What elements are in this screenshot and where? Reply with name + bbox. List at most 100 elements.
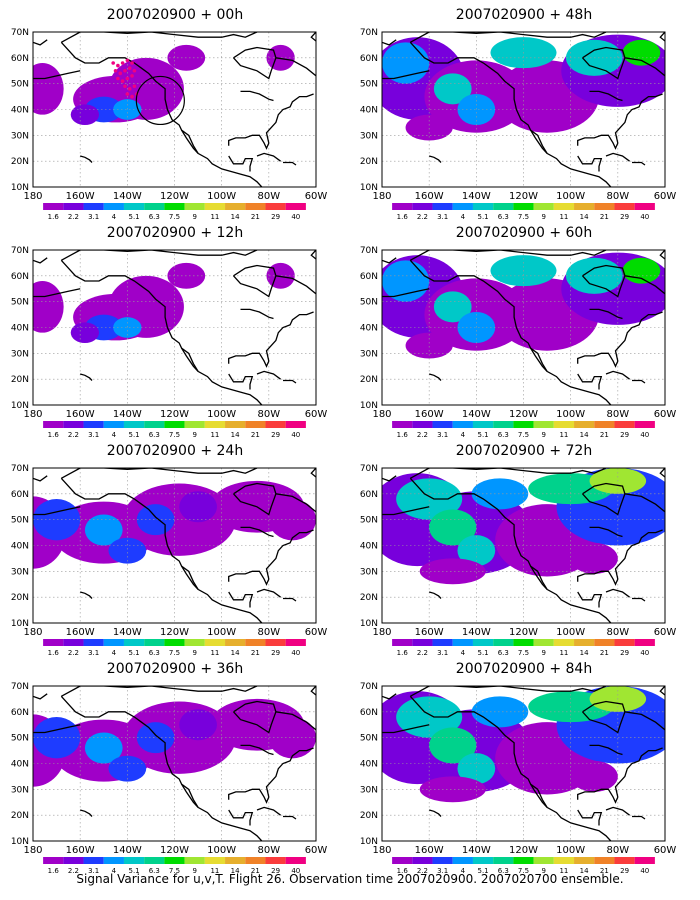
lat-tick-label: 50N — [11, 298, 29, 308]
colorbar-swatch — [144, 639, 165, 646]
lat-tick-label: 70N — [11, 464, 29, 474]
coastline-path — [228, 93, 314, 150]
colorbar-label: 11 — [559, 431, 568, 439]
coastline-path — [582, 264, 626, 298]
colorbar-swatch — [204, 857, 226, 864]
coastlines — [33, 250, 316, 405]
colorbar-label: 9 — [541, 431, 545, 439]
lon-tick-label: 160W — [66, 627, 95, 638]
colorbar-swatch — [123, 639, 145, 646]
lon-tick-label: 120W — [509, 409, 538, 420]
panel-title: 2007020900 + 72h — [455, 443, 593, 459]
lon-tick-label: 180 — [23, 191, 42, 202]
coastline-path — [409, 32, 607, 43]
colorbar-label: 29 — [271, 213, 280, 221]
lat-tick-label: 70N — [11, 246, 29, 256]
coastline-path — [181, 565, 199, 590]
coastline-path — [530, 565, 548, 590]
observation-dot — [125, 58, 130, 63]
lat-tick-label: 50N — [11, 516, 29, 526]
colorbar-label: 3.1 — [437, 431, 448, 439]
lat-tick-label: 30N — [11, 785, 29, 795]
colorbar-swatch — [83, 857, 104, 864]
variance-blob — [268, 499, 316, 541]
colorbar-swatch — [432, 421, 453, 428]
map-grid — [33, 686, 316, 841]
lon-tick-label: 140W — [462, 627, 491, 638]
colorbar-label: 6.3 — [498, 213, 509, 221]
colorbar-label: 3.1 — [437, 213, 448, 221]
lat-tick-label: 20N — [360, 375, 378, 385]
colorbar-swatch — [63, 203, 84, 210]
coastline-path — [275, 275, 316, 295]
observation-dot — [118, 71, 123, 76]
lon-tick-label: 140W — [113, 627, 142, 638]
lat-tick-label: 60N — [11, 490, 29, 500]
variance-blob — [396, 478, 463, 520]
variance-blob — [429, 727, 477, 764]
variance-blob — [471, 696, 529, 728]
coastline-path — [60, 686, 258, 697]
coastline-path — [60, 695, 263, 841]
variance-blob — [70, 322, 100, 343]
colorbar-swatch — [63, 639, 84, 646]
coastline-path — [659, 32, 665, 42]
lon-tick-label: 140W — [113, 409, 142, 420]
colorbar: 1.6 2.2 3.1 4 5.1 6.3 7.5 9 11 14 21 29 40 — [392, 857, 655, 875]
coastline-path — [240, 526, 274, 538]
colorbar-swatch — [493, 203, 514, 210]
colorbar-swatch — [392, 857, 413, 864]
colorbar-swatch — [553, 639, 575, 646]
coastline-path — [589, 744, 623, 756]
colorbar-swatch — [493, 421, 514, 428]
lon-tick-label: 100W — [556, 627, 585, 638]
coastline-path — [310, 468, 316, 478]
lon-tick-label: 160W — [415, 627, 444, 638]
colorbar-label: 29 — [620, 213, 629, 221]
coastline-path — [33, 70, 81, 80]
coastline-path — [605, 152, 630, 162]
colorbar: 1.6 2.2 3.1 4 5.1 6.3 7.5 9 11 14 21 29 40 — [43, 857, 306, 875]
colorbar-swatch — [63, 421, 84, 428]
colorbar-label: 5.1 — [129, 213, 140, 221]
colorbar-swatch — [472, 421, 494, 428]
map-frame — [381, 31, 666, 188]
colorbar-swatch — [634, 203, 655, 210]
lat-tick-label: 70N — [11, 28, 29, 38]
colorbar-swatch — [285, 639, 306, 646]
coastline-path — [382, 70, 430, 80]
colorbar-label: 1.6 — [397, 649, 409, 657]
coastline-path — [577, 93, 663, 150]
coastline-path — [33, 506, 81, 516]
colorbar-label: 7.5 — [518, 867, 529, 875]
map-frame — [381, 467, 666, 624]
colorbar-swatch — [533, 203, 554, 210]
colorbar-label: 3.1 — [88, 649, 99, 657]
colorbar-swatch — [553, 203, 575, 210]
colorbar: 1.6 2.2 3.1 4 5.1 6.3 7.5 9 11 14 21 29 40 — [392, 421, 655, 439]
lon-tick-label: 80W — [607, 627, 630, 638]
colorbar-swatch — [614, 857, 635, 864]
lon-tick-label: 120W — [509, 191, 538, 202]
lon-tick-label: 120W — [160, 627, 189, 638]
coastline-path — [582, 482, 626, 516]
colorbar-label: 40 — [291, 213, 300, 221]
colorbar-swatch — [83, 203, 104, 210]
lon-tick-label: 180 — [372, 845, 391, 856]
colorbar-swatch — [184, 421, 205, 428]
colorbar-label: 29 — [620, 431, 629, 439]
colorbar-label: 2.2 — [68, 649, 79, 657]
coastline-path — [577, 591, 603, 608]
coastline-path — [33, 288, 81, 298]
coastline-path — [228, 529, 314, 586]
lat-tick-label: 20N — [360, 157, 378, 167]
colorbar-label: 11 — [559, 213, 568, 221]
lat-tick-label: 70N — [360, 682, 378, 692]
lat-tick-label: 10N — [360, 619, 378, 629]
coastlines — [33, 32, 316, 187]
coastline-path — [409, 250, 607, 261]
colorbar-swatch — [452, 857, 473, 864]
coastline-path — [228, 373, 254, 390]
colorbar-label: 6.3 — [498, 867, 509, 875]
coastline-path — [624, 275, 665, 295]
